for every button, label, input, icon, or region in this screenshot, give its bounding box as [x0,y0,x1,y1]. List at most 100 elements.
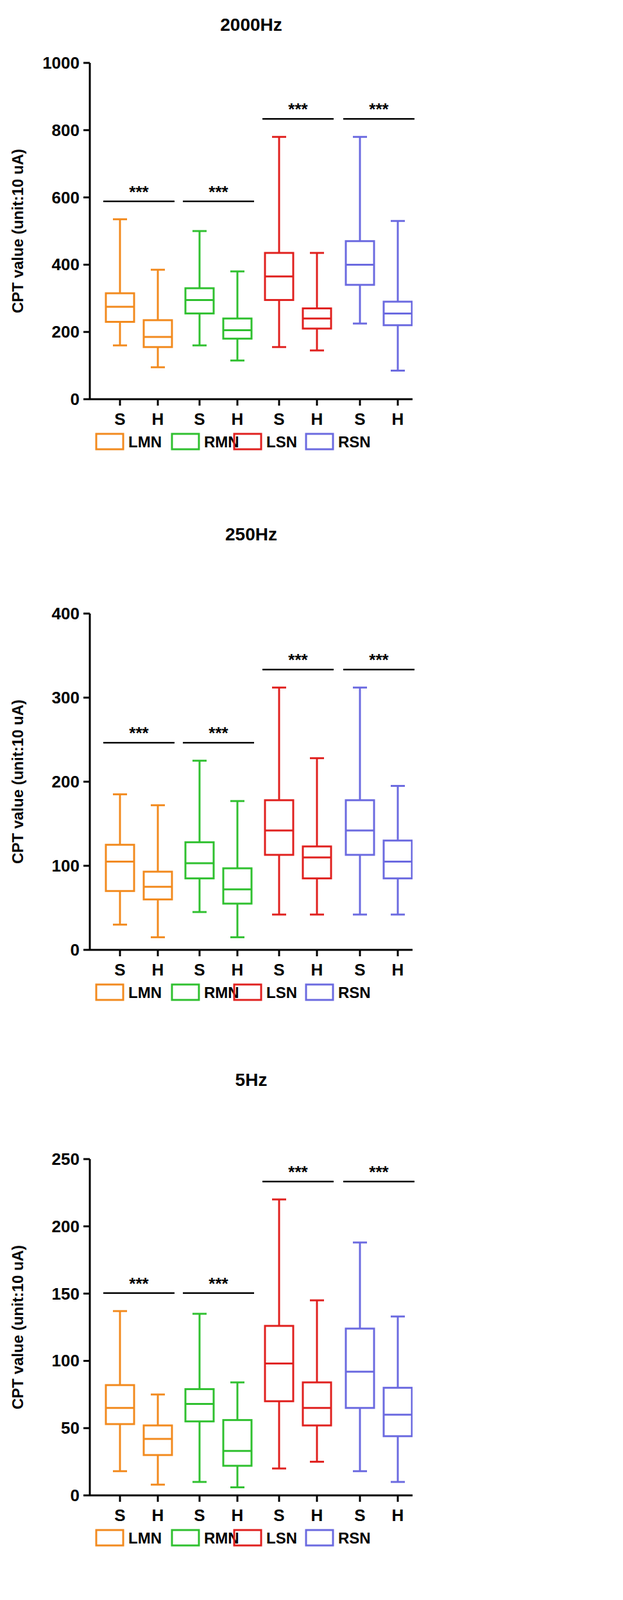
box [302,1382,332,1426]
lower-whisker [198,1421,201,1482]
median [264,275,294,278]
min-cap [230,1485,245,1488]
min-cap [150,936,165,939]
min-cap [309,913,325,915]
max-cap [192,759,207,762]
legend-swatch [234,984,262,1000]
box [143,1425,172,1455]
median [143,336,172,339]
x-tick [119,399,122,406]
upper-whisker [198,1313,201,1389]
y-tick [83,612,90,615]
chart-title: 2000Hz [220,14,283,35]
x-tick [198,1494,201,1502]
min-cap [272,345,287,348]
panel: 250HzCPT value (unit:10 uA)0100200300400… [8,524,415,1001]
x-tick-label: S [114,959,126,980]
y-tick [83,1494,90,1497]
legend-swatch [306,433,333,450]
upper-whisker [359,136,362,241]
lower-whisker [316,328,319,351]
y-tick [83,948,90,951]
y-tick [83,1224,90,1227]
y-tick-label: 200 [51,322,80,342]
upper-whisker [278,687,281,801]
min-cap [150,1483,165,1486]
y-tick-label: 0 [70,389,80,409]
lower-whisker [157,347,160,367]
max-cap [150,268,165,271]
x-tick [278,949,281,956]
x-tick-label: S [193,409,205,429]
upper-whisker [278,136,281,253]
box [185,841,214,878]
x-tick-label: H [231,409,244,429]
y-tick [83,62,90,65]
significance-label: *** [288,649,308,670]
max-cap [352,1240,367,1243]
box [302,308,332,329]
legend-label: RSN [338,433,371,451]
x-tick-label: H [231,1505,244,1525]
chart-title: 5Hz [235,1069,268,1090]
legend-swatch [171,984,199,1000]
legend-swatch [171,1529,199,1545]
x-tick [198,949,201,956]
upper-whisker [157,1394,160,1426]
upper-whisker [359,687,362,801]
lower-whisker [198,878,201,912]
x-tick-label: S [114,1505,126,1525]
x-tick [157,399,160,406]
lower-whisker [278,854,281,915]
upper-whisker [316,1299,319,1383]
median [223,887,252,890]
median [185,298,214,301]
legend-label: LSN [266,983,298,1001]
max-cap [352,136,367,138]
box [223,318,252,339]
y-tick [83,1292,90,1295]
y-tick-label: 400 [51,254,80,274]
upper-whisker [236,800,239,869]
max-cap [272,1197,287,1200]
median [143,885,172,888]
x-tick-label: H [152,409,165,429]
y-tick-label: 800 [51,120,80,140]
min-cap [192,344,207,347]
legend-swatch [96,433,124,450]
x-tick [359,1494,362,1502]
x-tick [359,949,362,956]
median [383,1413,412,1416]
figure: 2000HzCPT value (unit:10 uA)020040060080… [0,0,623,1600]
y-axis-line [89,62,92,400]
y-tick-label: 300 [51,687,80,708]
min-cap [352,1469,367,1472]
x-tick [278,399,281,406]
upper-whisker [157,805,160,872]
x-tick [157,1494,160,1502]
min-cap [309,1460,325,1463]
y-tick-label: 250 [51,1149,80,1169]
box [105,844,135,891]
panel: 2000HzCPT value (unit:10 uA)020040060080… [8,14,415,451]
x-tick [236,949,239,956]
y-tick-label: 0 [70,939,80,960]
upper-whisker [119,794,122,845]
max-cap [390,1315,405,1318]
y-tick [83,1158,90,1161]
x-tick-label: H [311,959,324,980]
y-axis-label: CPT value (unit:10 uA) [8,1244,27,1409]
y-tick-label: 100 [51,855,80,876]
lower-whisker [157,898,160,937]
upper-whisker [359,1242,362,1329]
legend-swatch [306,1529,333,1545]
legend-label: LMN [128,1528,162,1547]
median [105,1406,135,1409]
median [383,860,412,863]
median [345,828,375,831]
max-cap [272,136,287,138]
x-tick [157,949,160,956]
x-tick-label: H [392,959,405,980]
y-axis-label: CPT value (unit:10 uA) [8,148,27,314]
significance-label: *** [368,1161,389,1182]
